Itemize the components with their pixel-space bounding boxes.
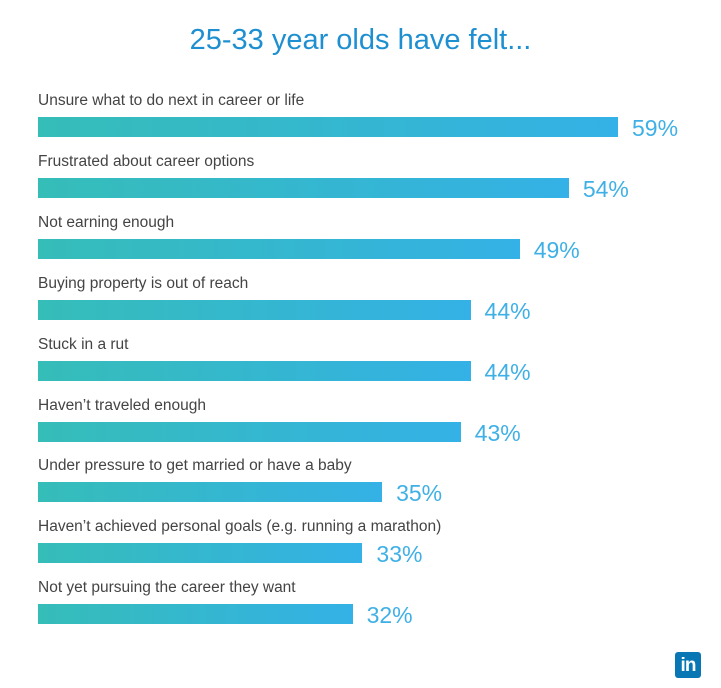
bar <box>38 604 353 625</box>
bar <box>38 299 471 320</box>
bar <box>38 543 363 564</box>
bar <box>38 360 471 381</box>
bar <box>38 117 618 137</box>
value-label: 59% <box>632 115 679 141</box>
category-label: Frustrated about career options <box>38 152 255 170</box>
category-label: Haven’t achieved personal goals (e.g. ru… <box>38 518 442 536</box>
bar <box>38 177 569 198</box>
linkedin-logo-icon: in <box>675 652 701 678</box>
value-label: 35% <box>396 480 443 507</box>
chart-title: 25-33 year olds have felt... <box>189 24 532 56</box>
value-label: 32% <box>366 602 413 629</box>
category-label: Under pressure to get married or have a … <box>38 457 352 475</box>
value-label: 44% <box>484 358 531 385</box>
category-label: Haven’t traveled enough <box>38 396 207 414</box>
category-label: Not yet pursuing the career they want <box>38 579 296 597</box>
value-label: 49% <box>533 236 580 263</box>
category-label: Buying property is out of reach <box>38 274 249 292</box>
value-label: 43% <box>474 419 521 446</box>
bar <box>38 482 383 503</box>
category-label: Stuck in a rut <box>38 335 129 353</box>
value-label: 54% <box>582 175 629 202</box>
category-label: Not earning enough <box>38 213 175 231</box>
value-label: 44% <box>484 297 531 324</box>
bar <box>38 238 520 259</box>
bar <box>38 421 461 442</box>
category-label: Unsure what to do next in career or life <box>38 92 305 109</box>
value-label: 33% <box>376 541 423 568</box>
